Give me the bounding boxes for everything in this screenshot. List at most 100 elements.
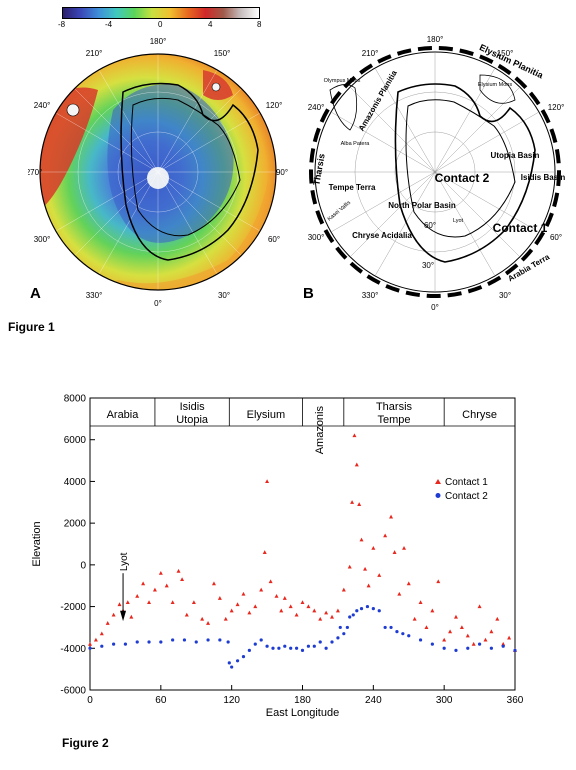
contact-1-point xyxy=(324,610,329,615)
panel-a-letter: A xyxy=(30,285,41,302)
lon-label: 0° xyxy=(154,299,162,308)
contact-1-point xyxy=(465,633,470,638)
y-tick-label: 4000 xyxy=(64,477,87,488)
contact-1-point xyxy=(377,573,382,577)
contact-1-point xyxy=(507,635,512,640)
contact-1-point xyxy=(88,641,92,646)
lon-label: 30° xyxy=(218,291,230,300)
contact-1-point xyxy=(354,462,359,467)
contact-2-point xyxy=(277,646,281,650)
lon-label: 330° xyxy=(362,291,379,300)
contact-2-point xyxy=(259,638,263,642)
contact-2-point xyxy=(271,646,275,650)
colorbar-tick: 0 xyxy=(158,20,163,29)
contact-1-point xyxy=(471,641,476,646)
contact-1-point xyxy=(335,608,340,613)
lon-label: 300° xyxy=(34,235,51,244)
contact-2-point xyxy=(355,609,359,613)
contact-1-point xyxy=(483,637,488,642)
contact-1-point xyxy=(359,537,364,542)
contact-2-point xyxy=(88,646,92,650)
contact-1-point xyxy=(268,579,273,584)
contact-1-point xyxy=(352,433,357,438)
x-tick-label: 240 xyxy=(365,695,382,706)
y-tick-label: 6000 xyxy=(64,435,87,446)
contact-1-point xyxy=(105,621,110,625)
x-axis-title: East Longitude xyxy=(266,707,339,719)
contact-2-point xyxy=(306,644,311,648)
contact-2-point xyxy=(312,644,316,648)
contact-1-point xyxy=(180,577,185,582)
contact-1-point xyxy=(424,625,429,630)
contact-2-point xyxy=(171,638,175,642)
lyot-annotation: Lyot xyxy=(119,552,130,571)
region-label: Tempe xyxy=(377,414,410,426)
contact-1-point xyxy=(176,568,181,573)
olympus-mons-label: Olympus Mons xyxy=(324,78,361,84)
contact-2-point xyxy=(401,632,405,636)
contact-2-point xyxy=(100,644,104,648)
alba-patera-label: Alba Patera xyxy=(341,141,371,147)
contact-1-point xyxy=(406,581,411,586)
figure-2-caption: Figure 2 xyxy=(62,736,109,750)
isidis-basin-label: Isidis Basin xyxy=(521,173,566,182)
contact-1-point xyxy=(306,604,311,609)
contact-1-point xyxy=(442,637,447,642)
contact-1-point xyxy=(241,591,246,596)
y-tick-label: -6000 xyxy=(60,686,86,697)
contact-1-point xyxy=(152,587,157,592)
lon-label: 120° xyxy=(266,101,283,110)
lon-label: 120° xyxy=(548,103,565,112)
elysium-mons-label: Elysium Mons xyxy=(478,82,512,88)
contact-2-point xyxy=(345,625,349,630)
region-label: Chryse xyxy=(462,409,497,421)
contact-2-point xyxy=(454,648,458,652)
contact-1-point xyxy=(191,600,196,604)
contact-1-point xyxy=(448,629,453,634)
contact-1-point xyxy=(453,614,458,619)
chryse-acidalia-label: Chryse Acidalia xyxy=(352,231,412,240)
lon-label: 60° xyxy=(268,235,280,244)
contact-1-point xyxy=(402,545,407,550)
lon-label: 300° xyxy=(308,233,325,242)
contact-2-point xyxy=(206,638,210,642)
contact-2-point xyxy=(135,640,139,644)
x-tick-label: 300 xyxy=(436,695,453,706)
contact-2-point xyxy=(318,640,322,644)
contact-1-point xyxy=(99,631,104,636)
utopia-basin-label: Utopia Basin xyxy=(491,151,540,160)
contact-2-point xyxy=(283,644,287,648)
lon-label: 330° xyxy=(86,291,103,300)
contact-1-point xyxy=(135,593,140,598)
y-axis-title: Elevation xyxy=(31,521,43,566)
contact-1-point xyxy=(158,571,163,575)
plot-frame xyxy=(89,397,516,691)
region-label: Amazonis xyxy=(314,406,326,455)
contact-2-point xyxy=(241,655,246,659)
panel-b-letter: B xyxy=(303,285,314,302)
contact-1-point xyxy=(259,587,264,592)
contact-1-point xyxy=(459,625,464,630)
contact-2-point xyxy=(336,636,340,640)
panel-b-schematic-map: 180° 210° 150° 240° 120° 300° 60° 330° 3… xyxy=(308,35,566,312)
contact-2-point xyxy=(430,642,434,646)
contact-1-point xyxy=(274,593,279,598)
x-tick-label: 120 xyxy=(223,695,240,706)
contact-2-point xyxy=(112,642,116,646)
contact-2-point xyxy=(418,638,423,642)
contact-1-point xyxy=(495,616,500,621)
y-tick-label: -4000 xyxy=(60,644,86,655)
olympus-outline xyxy=(329,84,358,131)
contact-1-point xyxy=(392,550,397,554)
contact-1-point xyxy=(223,616,228,621)
contact-1-point xyxy=(363,566,368,571)
contact-1-point xyxy=(279,608,284,613)
region-label: Arabia xyxy=(107,409,140,421)
contact-2-point xyxy=(351,613,355,617)
lyot-arrowhead xyxy=(120,610,127,622)
contact-2-outline xyxy=(130,97,241,237)
contact-2-point xyxy=(147,640,151,644)
y-tick-label: 2000 xyxy=(64,519,87,530)
contact-2-point xyxy=(226,640,230,644)
contact-1-point xyxy=(383,533,388,538)
